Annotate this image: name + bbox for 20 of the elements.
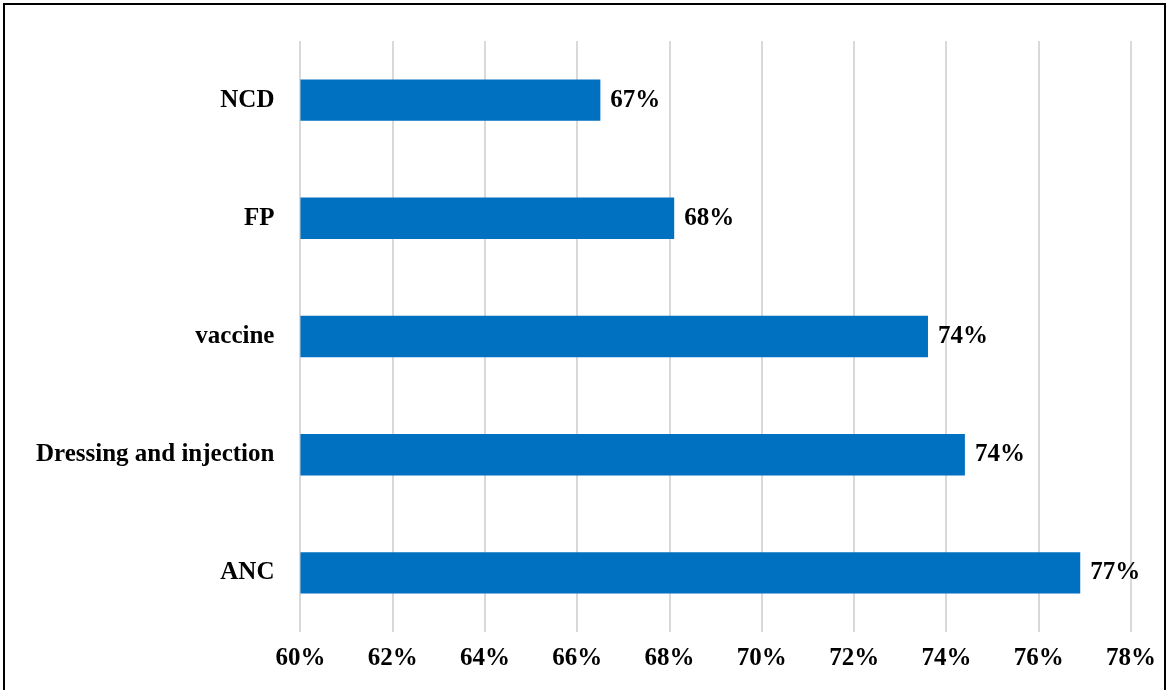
y-tick-label: FP: [243, 202, 275, 230]
x-tick-label: 62%: [367, 643, 418, 671]
y-tick-label: NCD: [220, 84, 275, 112]
y-tick-label: vaccine: [195, 320, 275, 348]
x-tick-label: 72%: [829, 643, 880, 671]
y-tick-label: Dressing and injection: [36, 439, 275, 467]
data-label: 74%: [937, 320, 988, 348]
x-tick-label: 68%: [644, 643, 695, 671]
data-label: 68%: [684, 202, 735, 230]
x-tick-label: 76%: [1013, 643, 1064, 671]
x-tick-label: 64%: [460, 643, 511, 671]
x-tick-label: 66%: [552, 643, 603, 671]
data-label: 67%: [610, 84, 661, 112]
data-label: 77%: [1090, 557, 1141, 585]
x-tick-label: 70%: [736, 643, 787, 671]
data-label: 74%: [974, 439, 1025, 467]
x-tick-label: 74%: [921, 643, 972, 671]
y-tick-label: ANC: [220, 557, 275, 585]
x-tick-label: 60%: [275, 643, 326, 671]
x-tick-label: 78%: [1106, 643, 1156, 671]
